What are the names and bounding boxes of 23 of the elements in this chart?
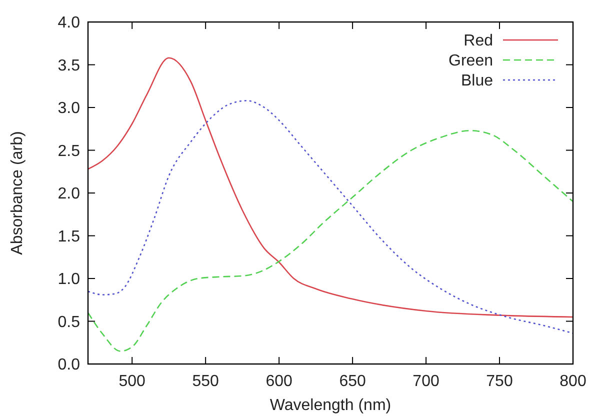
y-tick-label: 1.0 xyxy=(58,271,80,288)
x-tick-label: 550 xyxy=(192,373,220,390)
x-tick-label: 600 xyxy=(266,373,293,390)
y-tick-label: 3.5 xyxy=(58,57,80,74)
y-tick-label: 1.5 xyxy=(58,228,80,246)
x-tick-label: 750 xyxy=(486,373,513,390)
line-series xyxy=(87,130,574,352)
y-tick-label: 2.0 xyxy=(58,186,80,203)
x-tick-label: 800 xyxy=(560,373,586,390)
x-tick-label: 650 xyxy=(339,373,366,390)
x-axis-title: Wavelength (nm) xyxy=(270,397,392,414)
y-tick-label: 3.0 xyxy=(58,100,80,118)
y-tick-label: 0.5 xyxy=(58,314,80,331)
legend-label: Red xyxy=(464,32,493,50)
y-tick-label: 4.0 xyxy=(58,14,80,32)
line-series xyxy=(87,100,574,334)
y-axis-title: Absorbance (arb) xyxy=(9,131,26,255)
legend-label: Green xyxy=(448,52,493,70)
x-tick-label: 500 xyxy=(118,373,146,390)
y-tick-label: 2.5 xyxy=(58,142,80,160)
x-tick-label: 700 xyxy=(412,373,440,390)
y-tick-label: 0.0 xyxy=(58,356,80,374)
legend-label: Blue xyxy=(460,72,494,90)
